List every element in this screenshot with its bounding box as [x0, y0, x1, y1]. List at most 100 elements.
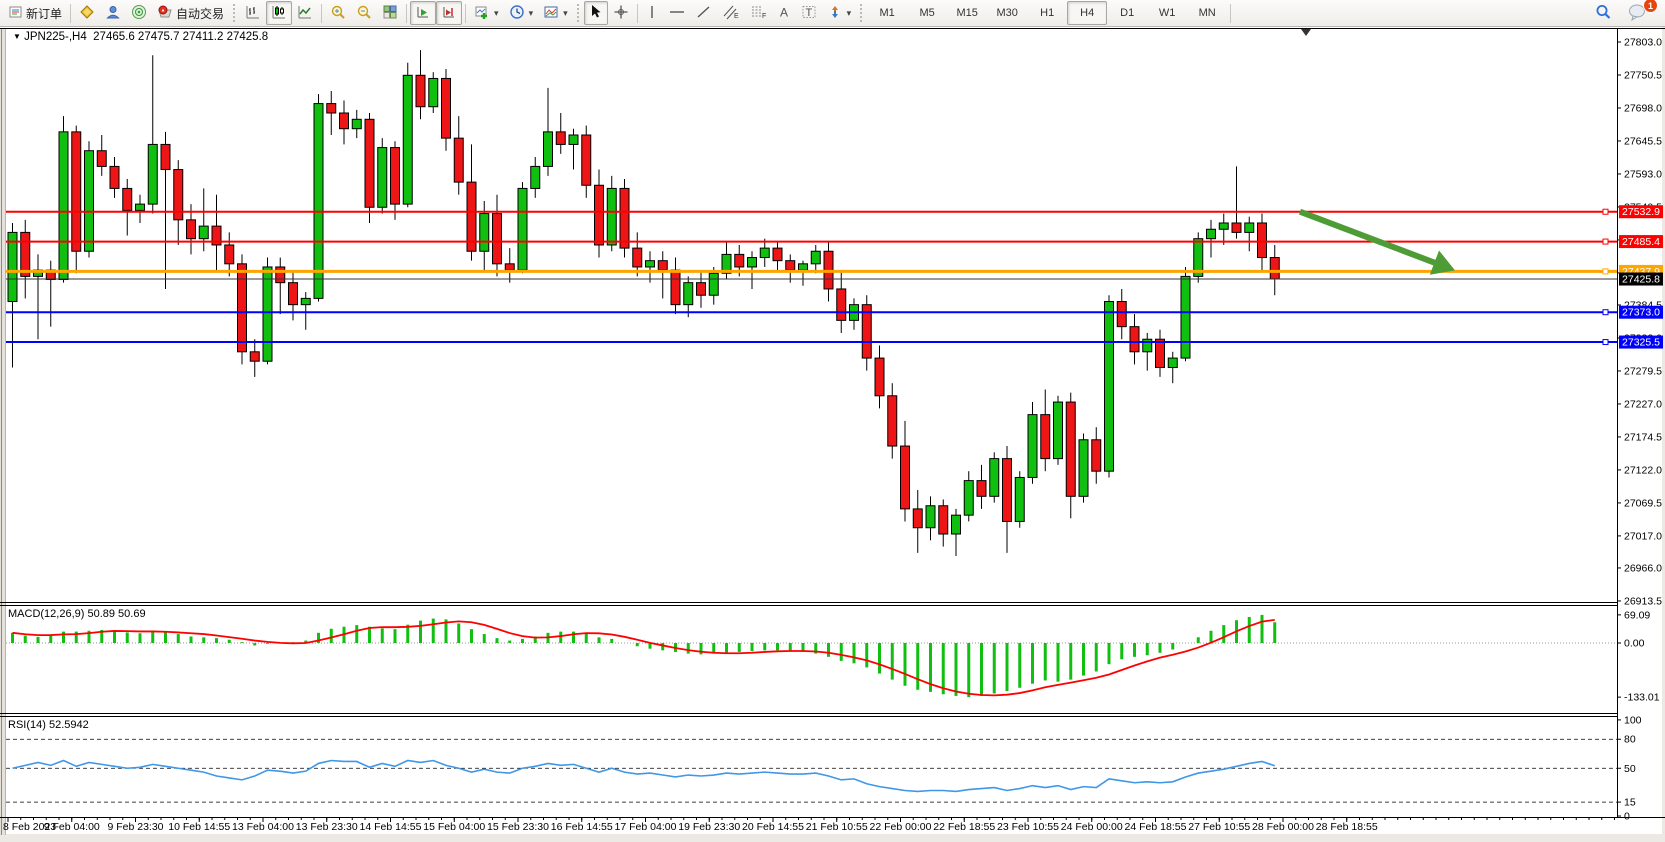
search-button[interactable] [1589, 1, 1617, 25]
time-axis-label: 19 Feb 23:30 [678, 821, 740, 833]
rsi-axis-label: 100 [1624, 714, 1642, 726]
dropdown-caret-icon[interactable]: ▾ [563, 7, 568, 18]
candle [1244, 222, 1255, 233]
candle [58, 131, 69, 281]
auto-trading-button[interactable]: 自动交易 [152, 1, 229, 25]
candle [1231, 222, 1242, 233]
text-label-button[interactable]: T [796, 1, 822, 25]
chart-shift-marker[interactable] [1301, 29, 1311, 36]
candle [441, 77, 451, 139]
time-axis-label: 20 Feb 14:55 [742, 821, 804, 833]
candle [262, 266, 273, 362]
fibonacci-button[interactable]: F [745, 1, 773, 25]
bar-chart-button[interactable] [240, 1, 266, 25]
toolbar-separator [406, 3, 408, 23]
dropdown-caret-icon[interactable]: ▾ [494, 7, 499, 18]
tile-windows-button[interactable] [377, 1, 403, 25]
crosshair-button[interactable] [608, 1, 634, 25]
auto-scroll-button[interactable] [410, 1, 437, 25]
candle [555, 131, 566, 145]
horizontal-line-button[interactable] [663, 1, 691, 25]
timeframe-button-M15[interactable]: M15 [956, 7, 978, 19]
candle [1014, 476, 1025, 522]
trend-arrow-head[interactable] [1429, 250, 1455, 275]
chat-button[interactable]: 1 [1623, 0, 1658, 25]
toolbar-grip [859, 4, 865, 22]
time-axis-label: 27 Feb 10:55 [1188, 821, 1250, 833]
equidistant-channel-button[interactable]: E [717, 1, 745, 25]
toolbar-separator [321, 3, 323, 23]
line-chart-button[interactable] [292, 1, 318, 25]
time-axis-label: 22 Feb 00:00 [870, 821, 932, 833]
candle [887, 395, 898, 447]
chart-shift-button[interactable] [436, 1, 463, 25]
indicators-button[interactable]: ▾ [469, 1, 504, 25]
vertical-line-button[interactable] [641, 1, 663, 25]
candle [326, 103, 337, 114]
price-axis-label: 27069.5 [1624, 497, 1662, 509]
toolbar-grip [232, 4, 238, 22]
candle [237, 263, 247, 353]
price-axis-label: 27698.0 [1624, 102, 1662, 114]
price-axis-label: 27750.5 [1624, 69, 1662, 81]
price-axis-label: 27803.0 [1624, 37, 1662, 49]
line-chart-icon [297, 4, 313, 23]
line-anchor-handle[interactable] [1602, 238, 1609, 245]
candle [989, 458, 1000, 497]
cursor-button[interactable] [583, 1, 608, 25]
time-axis-label: 23 Feb 10:55 [997, 821, 1059, 833]
line-anchor-handle[interactable] [1602, 208, 1609, 215]
timeframe-button-M5[interactable]: M5 [919, 7, 935, 19]
candle [84, 150, 94, 252]
periods-button[interactable]: ▾ [504, 1, 539, 25]
timeframe-button-M30[interactable]: M30 [996, 7, 1018, 19]
candle [198, 225, 209, 240]
data-window-button[interactable] [100, 1, 126, 25]
timeframe-button-MN[interactable]: MN [1198, 7, 1216, 19]
line-anchor-handle[interactable] [1602, 339, 1609, 346]
candle [1040, 414, 1051, 460]
rsi-axis-label: 0 [1624, 811, 1630, 823]
dropdown-caret-icon[interactable]: ▾ [528, 7, 534, 18]
line-anchor-handle[interactable] [1602, 268, 1609, 275]
candle [951, 514, 961, 535]
timeframe-button-H1[interactable]: H1 [1040, 7, 1055, 19]
line-anchor-handle[interactable] [1602, 309, 1609, 316]
text-button[interactable]: A [773, 1, 796, 25]
candlestick-chart-button[interactable] [266, 1, 293, 25]
candle [339, 112, 349, 130]
candle [415, 74, 426, 108]
candle [402, 74, 413, 205]
candle [1116, 301, 1127, 328]
time-axis-label: 9 Feb 23:30 [107, 821, 163, 833]
candle [1027, 414, 1038, 478]
navigator-button[interactable] [126, 1, 152, 25]
dropdown-caret-icon[interactable]: ▾ [846, 7, 852, 18]
chart-dropdown-icon[interactable]: ▼ [13, 32, 21, 41]
trend-arrow-shaft[interactable] [1298, 208, 1440, 267]
timeframe-button-D1[interactable]: D1 [1120, 7, 1135, 19]
price-axis-label: 27279.5 [1624, 365, 1662, 377]
candle [492, 213, 502, 265]
candle [122, 187, 133, 211]
market-watch-button[interactable] [74, 1, 100, 25]
chart-window [0, 27, 1662, 834]
arrows-button[interactable]: ▾ [822, 1, 857, 25]
time-axis-label: 10 Feb 14:55 [168, 821, 230, 833]
chart-title: ▼ JPN225-,H4 27465.6 27475.7 27411.2 274… [13, 31, 268, 43]
candle [390, 147, 400, 205]
timeframe-button-M1[interactable]: M1 [879, 7, 895, 19]
time-axis-label: 28 Feb 18:55 [1316, 821, 1378, 833]
trendline-button[interactable] [691, 1, 717, 25]
timeframe-button-W1[interactable]: W1 [1158, 7, 1176, 19]
search-icon [1594, 3, 1612, 24]
candle [428, 77, 439, 108]
timeframe-button-H4[interactable]: H4 [1067, 1, 1108, 25]
zoom-in-button[interactable] [325, 1, 351, 25]
tile-windows-icon [382, 4, 398, 23]
templates-button[interactable]: ▾ [538, 1, 573, 25]
new-order-button[interactable]: 新订单 [4, 1, 67, 25]
zoom-out-button[interactable] [351, 1, 377, 25]
candle [1002, 458, 1012, 522]
